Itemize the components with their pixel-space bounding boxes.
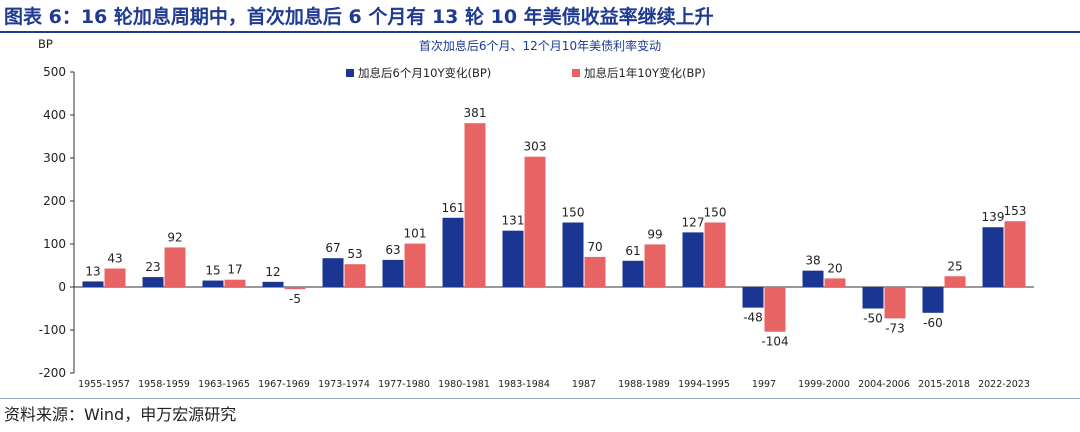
data-label-6m: -60 <box>923 316 943 330</box>
y-tick-label: 500 <box>43 65 66 79</box>
x-tick-label: 1973-1974 <box>318 379 370 390</box>
data-label-12m: -104 <box>761 335 788 349</box>
y-tick-label: -200 <box>39 366 66 380</box>
data-label-12m: 17 <box>227 263 242 277</box>
data-label-12m: 150 <box>704 206 727 220</box>
bar-12m <box>284 287 306 290</box>
y-tick-label: 0 <box>58 280 66 294</box>
bar-6m <box>142 277 164 287</box>
data-label-6m: -50 <box>863 312 883 326</box>
x-tick-label: 1963-1965 <box>198 379 250 390</box>
bar-12m <box>1004 221 1026 287</box>
bar-6m <box>562 222 584 287</box>
data-label-6m: 12 <box>265 265 280 279</box>
bar-12m <box>224 279 246 287</box>
y-tick-label: 300 <box>43 151 66 165</box>
x-tick-label: 1980-1981 <box>438 379 490 390</box>
data-label-12m: 303 <box>524 140 547 154</box>
bar-12m <box>524 156 546 287</box>
bar-6m <box>742 287 764 308</box>
chart-title: 首次加息后6个月、12个月10年美债利率变动 <box>419 38 661 53</box>
data-label-12m: 70 <box>587 240 602 254</box>
legend-label: 加息后1年10Y变化(BP) <box>584 66 706 80</box>
bar-12m <box>584 256 606 287</box>
data-label-6m: 161 <box>442 201 465 215</box>
data-label-12m: 20 <box>827 261 842 275</box>
data-label-12m: 25 <box>947 259 962 273</box>
bar-6m <box>982 227 1004 287</box>
x-tick-label: 1983-1984 <box>498 379 550 390</box>
x-tick-label: 2015-2018 <box>918 379 970 390</box>
bar-6m <box>322 258 344 287</box>
y-tick-label: -100 <box>39 323 66 337</box>
x-tick-label: 1994-1995 <box>678 379 730 390</box>
x-tick-label: 1997 <box>752 379 776 390</box>
data-label-6m: 63 <box>385 243 400 257</box>
data-label-12m: 101 <box>404 227 427 241</box>
bar-6m <box>502 230 524 287</box>
data-label-6m: 61 <box>625 244 640 258</box>
legend-swatch <box>572 69 580 77</box>
x-tick-label: 1987 <box>572 379 596 390</box>
x-tick-label: 2004-2006 <box>858 379 910 390</box>
data-label-6m: 13 <box>85 264 100 278</box>
data-label-12m: -5 <box>289 292 301 306</box>
bar-6m <box>802 270 824 287</box>
x-tick-label: 1988-1989 <box>618 379 670 390</box>
source-divider <box>0 398 1080 399</box>
bar-12m <box>944 276 966 287</box>
data-label-12m: 92 <box>167 230 182 244</box>
data-label-12m: 99 <box>647 227 662 241</box>
y-tick-label: 400 <box>43 108 66 122</box>
data-label-6m: 139 <box>982 210 1005 224</box>
bar-12m <box>344 264 366 287</box>
legend-swatch <box>346 69 354 77</box>
data-label-6m: 127 <box>682 215 705 229</box>
data-label-12m: 381 <box>464 106 487 120</box>
bar-12m <box>104 268 126 287</box>
data-label-12m: 153 <box>1004 204 1027 218</box>
data-label-6m: 15 <box>205 264 220 278</box>
source-note: 资料来源：Wind，申万宏源研究 <box>4 405 237 424</box>
bar-12m <box>764 287 786 332</box>
bar-12m <box>824 278 846 287</box>
bar-6m <box>682 232 704 287</box>
bar-6m <box>202 280 224 287</box>
data-label-12m: 53 <box>347 247 362 261</box>
bar-6m <box>862 287 884 309</box>
data-label-6m: 131 <box>502 214 525 228</box>
x-tick-label: 1977-1980 <box>378 379 430 390</box>
data-label-6m: 150 <box>562 206 585 220</box>
bar-6m <box>622 260 644 287</box>
bar-12m <box>704 222 726 287</box>
data-label-6m: 38 <box>805 254 820 268</box>
figure-title: 图表 6：16 轮加息周期中，首次加息后 6 个月有 13 轮 10 年美债收益… <box>4 6 714 28</box>
bar-6m <box>82 281 104 287</box>
data-label-12m: 43 <box>107 252 122 266</box>
data-label-6m: 23 <box>145 260 160 274</box>
x-tick-label: 2022-2023 <box>978 379 1030 390</box>
bar-6m <box>382 259 404 287</box>
x-tick-label: 1958-1959 <box>138 379 190 390</box>
y-tick-label: 100 <box>43 237 66 251</box>
x-tick-label: 1999-2000 <box>798 379 850 390</box>
x-tick-label: 1955-1957 <box>78 379 130 390</box>
bar-chart: 首次加息后6个月、12个月10年美债利率变动 BP -200 -100 0 100 200 3… <box>38 37 1034 390</box>
y-axis-unit: BP <box>38 37 53 51</box>
bar-12m <box>164 247 186 287</box>
bar-6m <box>922 287 944 313</box>
legend-label: 加息后6个月10Y变化(BP) <box>358 66 491 80</box>
data-label-6m: -48 <box>743 311 763 325</box>
y-tick-label: 200 <box>43 194 66 208</box>
bar-12m <box>464 123 486 287</box>
title-divider <box>0 31 1080 33</box>
bar-12m <box>644 244 666 287</box>
x-tick-label: 1967-1969 <box>258 379 310 390</box>
data-label-12m: -73 <box>885 321 905 335</box>
data-label-6m: 67 <box>325 241 340 255</box>
bar-12m <box>404 243 426 287</box>
bar-6m <box>262 281 284 287</box>
bar-12m <box>884 287 906 319</box>
bar-6m <box>442 217 464 287</box>
